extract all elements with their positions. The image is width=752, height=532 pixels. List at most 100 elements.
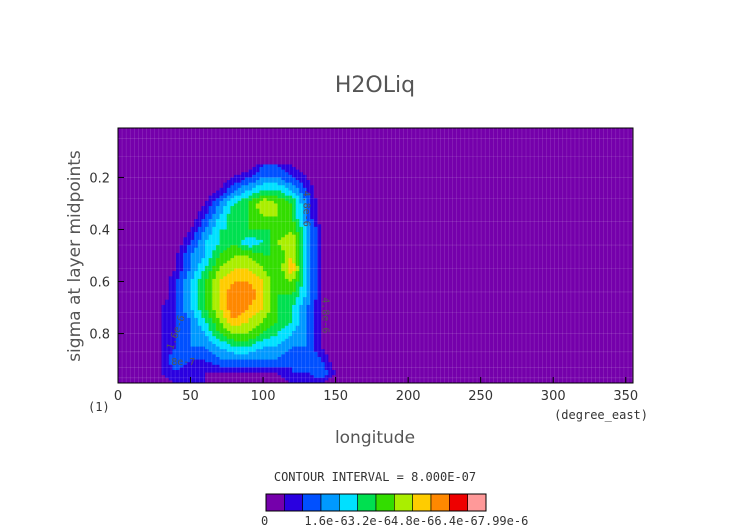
heatmap-cell	[244, 213, 249, 217]
heatmap-cell	[284, 310, 289, 314]
heatmap-cell	[165, 323, 170, 327]
heatmap-cell	[292, 294, 297, 298]
heatmap-cell	[277, 349, 282, 353]
heatmap-cell	[263, 247, 268, 251]
heatmap-cell	[284, 195, 289, 199]
heatmap-cell	[266, 328, 271, 332]
heatmap-cell	[215, 369, 220, 373]
heatmap-cell	[277, 356, 282, 360]
heatmap-cell	[244, 180, 249, 184]
heatmap-cell	[328, 224, 333, 228]
heatmap-cell	[263, 242, 268, 246]
heatmap-cell	[248, 203, 253, 207]
heatmap-cell	[183, 302, 188, 306]
heatmap-cell	[313, 255, 318, 259]
heatmap-cell	[165, 330, 170, 334]
heatmap-cell	[277, 281, 282, 285]
heatmap-cell	[208, 328, 213, 332]
heatmap-cell	[197, 341, 202, 345]
heatmap-cell	[299, 258, 304, 262]
heatmap-cell	[161, 354, 166, 358]
heatmap-cell	[183, 328, 188, 332]
heatmap-cell	[310, 297, 315, 301]
heatmap-cell	[292, 315, 297, 319]
heatmap-cell	[263, 372, 268, 376]
heatmap-cell	[237, 323, 242, 327]
heatmap-cell	[302, 333, 307, 337]
heatmap-cell	[186, 359, 191, 363]
heatmap-cell	[306, 325, 311, 329]
heatmap-cell	[295, 312, 300, 316]
heatmap-cell	[165, 263, 170, 267]
heatmap-cell	[197, 268, 202, 272]
heatmap-cell	[255, 226, 260, 230]
heatmap-cell	[284, 164, 289, 168]
heatmap-cell	[244, 354, 249, 358]
heatmap-cell	[230, 364, 235, 368]
heatmap-cell	[190, 195, 195, 199]
heatmap-cell	[317, 203, 322, 207]
heatmap-cell	[277, 193, 282, 197]
heatmap-cell	[168, 351, 173, 355]
heatmap-cell	[176, 349, 181, 353]
heatmap-cell	[241, 341, 246, 345]
heatmap-cell	[248, 239, 253, 243]
heatmap-cell	[270, 310, 275, 314]
heatmap-cell	[161, 307, 166, 311]
heatmap-cell	[168, 320, 173, 324]
heatmap-cell	[183, 354, 188, 358]
heatmap-cell	[252, 346, 257, 350]
heatmap-cell	[176, 351, 181, 355]
heatmap-cell	[270, 367, 275, 371]
heatmap-cell	[165, 315, 170, 319]
heatmap-cell	[208, 221, 213, 225]
heatmap-cell	[299, 304, 304, 308]
heatmap-cell	[259, 317, 264, 321]
heatmap-cell	[313, 221, 318, 225]
heatmap-cell	[299, 271, 304, 275]
heatmap-cell	[183, 333, 188, 337]
heatmap-cell	[281, 312, 286, 316]
heatmap-cell	[194, 190, 199, 194]
heatmap-cell	[284, 367, 289, 371]
heatmap-cell	[186, 278, 191, 282]
heatmap-cell	[331, 369, 337, 373]
heatmap-cell	[299, 302, 304, 306]
heatmap-cell	[230, 255, 235, 259]
heatmap-cell	[212, 286, 217, 290]
heatmap-cell	[295, 234, 300, 238]
heatmap-cell	[266, 219, 271, 223]
heatmap-cell	[295, 304, 300, 308]
heatmap-cell	[230, 221, 235, 225]
heatmap-cell	[346, 369, 351, 373]
heatmap-cell	[302, 341, 307, 345]
heatmap-cell	[270, 232, 275, 236]
heatmap-cell	[183, 252, 188, 256]
heatmap-cell	[284, 265, 289, 269]
heatmap-cell	[331, 336, 337, 340]
heatmap-cell	[219, 312, 224, 316]
heatmap-cell	[215, 234, 220, 238]
heatmap-cell	[201, 247, 206, 251]
heatmap-cell	[288, 247, 293, 251]
heatmap-cell	[179, 229, 184, 233]
heatmap-cell	[190, 271, 195, 275]
heatmap-cell	[266, 323, 271, 327]
heatmap-cell	[310, 343, 315, 347]
heatmap-cell	[310, 351, 315, 355]
heatmap-cell	[241, 330, 246, 334]
heatmap-cell	[331, 362, 337, 366]
heatmap-cell	[241, 367, 246, 371]
heatmap-cell	[208, 255, 213, 259]
heatmap-cell	[263, 263, 268, 267]
heatmap-cell	[215, 229, 220, 233]
heatmap-cell	[263, 291, 268, 295]
heatmap-cell	[328, 268, 333, 272]
heatmap-cell	[212, 185, 217, 189]
heatmap-cell	[255, 304, 260, 308]
heatmap-cell	[288, 312, 293, 316]
heatmap-cell	[328, 325, 333, 329]
heatmap-cell	[219, 180, 224, 184]
heatmap-cell	[219, 169, 224, 173]
heatmap-cell	[288, 325, 293, 329]
